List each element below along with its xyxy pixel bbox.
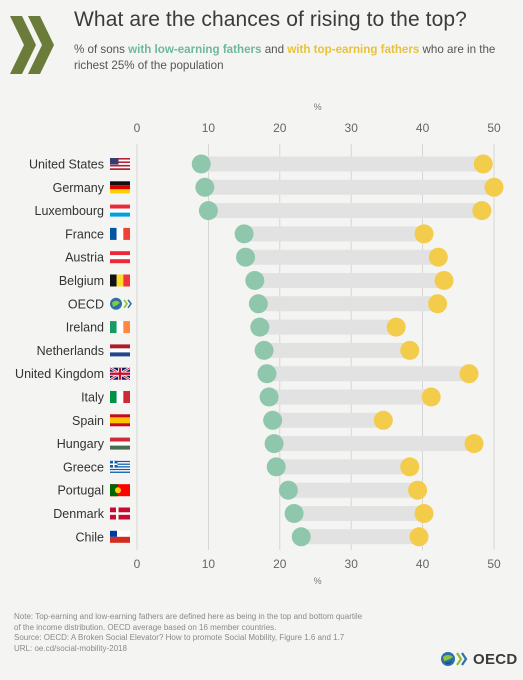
oecd-brand-text: OECD (473, 650, 518, 668)
low-earning-dot (198, 201, 218, 221)
oecd-brand-logo: OECD (440, 650, 518, 668)
top-earning-dot (434, 271, 454, 290)
category-label: Denmark (53, 507, 104, 521)
subtitle-prefix: % of sons (74, 43, 129, 56)
gb-flag-icon (109, 366, 131, 381)
low-earning-dot (191, 154, 211, 174)
at-flag-icon (110, 251, 130, 264)
subtitle-top-earning: with top-earning fathers (287, 43, 420, 56)
subtitle-low-earning: with low-earning fathers (128, 43, 262, 56)
category-label: France (65, 227, 104, 241)
oecd-chevron-logo-icon (10, 16, 54, 74)
pt-flag-icon (110, 484, 130, 497)
top-earning-dot (484, 177, 504, 197)
x-tick-label-top: 0 (134, 121, 141, 135)
dumbbell-chart: %% 0 0 10 10 20 20 30 30 40 40 50 50 United States Ger… (15, 102, 504, 586)
category-label: Spain (72, 414, 104, 428)
cl-flag-icon (110, 530, 130, 543)
top-earning-dot (421, 387, 441, 407)
chart-title: What are the chances of rising to the to… (74, 8, 467, 31)
be-flag-icon (110, 274, 130, 287)
x-tick-label-top: 50 (487, 121, 501, 135)
top-earning-dot (464, 434, 484, 454)
note-line-1: Note: Top-earning and low-earning father… (14, 612, 363, 621)
ie-flag-icon (110, 321, 130, 334)
low-earning-dot (195, 177, 215, 197)
unit-label-bottom: % (314, 576, 322, 586)
x-tick-label-top: 40 (416, 121, 430, 135)
x-tick-label-top: 30 (345, 121, 359, 135)
top-earning-dot (400, 457, 420, 477)
category-label: Luxembourg (35, 204, 105, 218)
top-earning-dot (409, 527, 429, 547)
oecd-globe-icon (441, 652, 468, 666)
top-earning-dot (400, 340, 420, 360)
low-earning-dot (263, 410, 283, 430)
category-label: United Kingdom (15, 367, 104, 381)
low-earning-dot (266, 457, 286, 477)
x-tick-label-bottom: 30 (345, 557, 359, 571)
low-earning-dot (248, 294, 268, 314)
hu-flag-icon (110, 437, 130, 450)
category-label: Italy (81, 391, 105, 405)
category-label: Hungary (57, 437, 105, 451)
low-earning-dot (257, 364, 277, 384)
low-earning-dot (278, 480, 298, 500)
x-tick-label-top: 20 (273, 121, 287, 135)
lu-flag-icon (110, 204, 130, 217)
x-tick-label-top: 10 (202, 121, 216, 135)
low-earning-dot (234, 224, 254, 244)
it-flag-icon (110, 391, 130, 403)
low-earning-dot (291, 527, 311, 547)
top-earning-dot (386, 317, 406, 337)
oecd-globe-icon (110, 297, 132, 310)
de-flag-icon (110, 181, 130, 194)
low-earning-dot (245, 271, 265, 290)
category-label: United States (29, 158, 104, 172)
low-earning-dot (259, 387, 279, 407)
x-tick-label-bottom: 50 (487, 557, 501, 571)
chart-subtitle: % of sons with low-earning fathers and w… (74, 42, 514, 74)
top-earning-dot (428, 294, 448, 314)
es-flag-icon (110, 414, 130, 427)
gr-flag-icon (110, 460, 130, 473)
category-label: Belgium (59, 274, 104, 288)
fr-flag-icon (110, 227, 130, 240)
category-label: Austria (65, 251, 104, 265)
top-earning-dot (373, 410, 393, 430)
top-earning-dot (472, 201, 492, 221)
category-label: Greece (63, 460, 104, 474)
category-label: Germany (53, 181, 105, 195)
unit-label-top: % (314, 102, 322, 112)
top-earning-dot (428, 247, 448, 267)
subtitle-mid: and (261, 43, 288, 56)
top-earning-dot (459, 364, 479, 384)
url-line: URL: oe.cd/social-mobility-2018 (14, 643, 127, 653)
x-tick-label-bottom: 20 (273, 557, 287, 571)
subtitle-suffix: who are in the richest 25% of the popula… (74, 43, 496, 72)
note-line-2: of the income distribution. OECD average… (14, 622, 277, 632)
top-earning-dot (414, 224, 434, 244)
low-earning-dot (264, 434, 284, 454)
source-line: Source: OECD: A Broken Social Elevator? … (14, 633, 345, 642)
footnote: Note: Top-earning and low-earning father… (14, 612, 414, 654)
nl-flag-icon (110, 344, 130, 357)
low-earning-dot (284, 504, 304, 523)
category-label: Portugal (57, 484, 104, 498)
category-label: Netherlands (37, 344, 104, 358)
x-tick-label-bottom: 0 (134, 557, 141, 571)
category-label: Ireland (66, 321, 104, 335)
top-earning-dot (473, 154, 493, 174)
low-earning-dot (254, 340, 274, 360)
x-tick-label-bottom: 40 (416, 557, 430, 571)
top-earning-dot (408, 480, 428, 500)
category-label: Chile (76, 530, 105, 544)
low-earning-dot (250, 317, 270, 337)
top-earning-dot (414, 504, 434, 523)
us-flag-icon (110, 158, 130, 170)
low-earning-dot (236, 247, 256, 267)
x-tick-label-bottom: 10 (202, 557, 216, 571)
category-label: OECD (68, 297, 104, 311)
dk-flag-icon (110, 507, 130, 520)
